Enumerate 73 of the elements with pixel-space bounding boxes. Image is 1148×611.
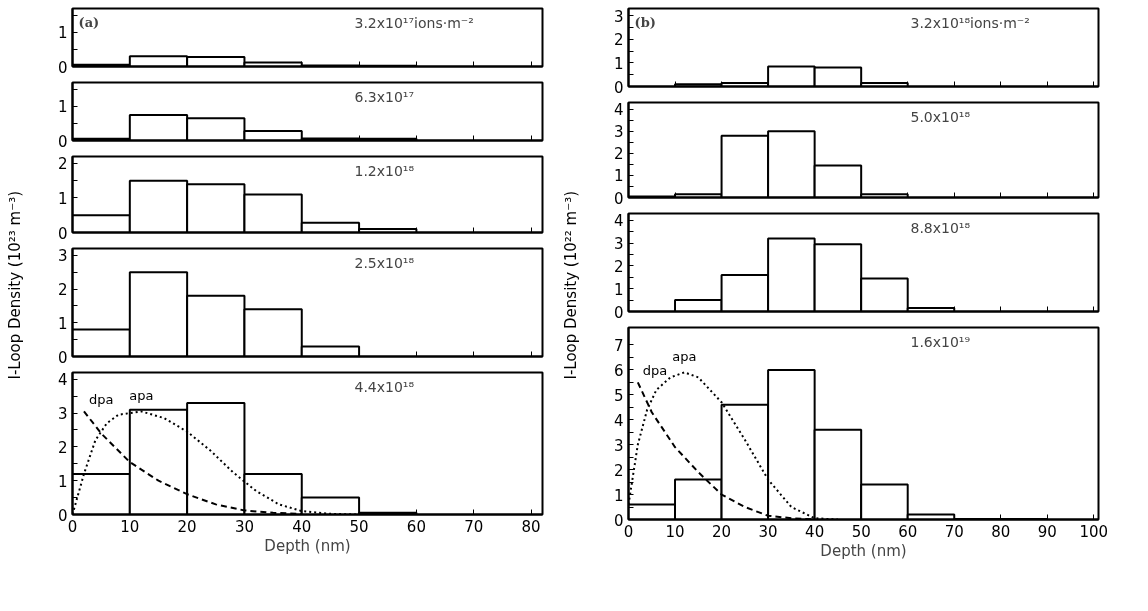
y-tick-label: 0 <box>613 189 624 208</box>
series-label: dpa <box>642 363 668 379</box>
y-tick-label: 3 <box>613 123 624 142</box>
x-tick-label: 30 <box>758 522 778 541</box>
y-axis-title: I-Loop Density (10²³ m⁻³) <box>5 190 26 380</box>
y-tick-label: 0 <box>613 78 624 97</box>
annotation: 3.2x10¹⁸ions·m⁻² <box>910 14 1030 31</box>
y-tick-label: 6 <box>613 361 624 380</box>
x-tick-label: 50 <box>349 517 369 536</box>
y-tick-label: 4 <box>57 371 68 390</box>
annotation: 6.3x10¹⁷ <box>354 88 415 105</box>
x-tick-label: 40 <box>292 517 312 536</box>
y-tick-label: 3 <box>613 7 624 26</box>
y-tick-label: 2 <box>57 438 68 457</box>
y-axis-title: I-Loop Density (10²² m⁻³) <box>561 190 582 380</box>
annotation: 4.4x10¹⁸ <box>354 378 415 395</box>
x-tick-label: 10 <box>665 522 685 541</box>
y-tick-label: 1 <box>57 472 68 491</box>
annotation: (b) <box>634 14 656 30</box>
y-tick-label: 1 <box>57 98 68 117</box>
y-tick-label: 1 <box>57 24 68 43</box>
x-tick-label: 60 <box>406 517 426 536</box>
y-tick-label: 3 <box>57 247 68 266</box>
y-tick-label: 3 <box>57 405 68 424</box>
x-tick-label: 60 <box>898 522 918 541</box>
x-tick-label: 50 <box>851 522 871 541</box>
y-tick-label: 3 <box>613 436 624 455</box>
y-tick-label: 1 <box>613 486 624 505</box>
series-label: apa <box>129 388 154 404</box>
series-label: dpa <box>88 392 114 408</box>
annotation: 2.5x10¹⁸ <box>354 254 415 271</box>
y-tick-label: 1 <box>613 280 624 299</box>
y-tick-label: 1 <box>57 189 68 208</box>
y-tick-label: 2 <box>613 145 624 164</box>
y-tick-label: 0 <box>57 58 68 77</box>
y-tick-label: 4 <box>613 411 624 430</box>
series-label: apa <box>672 349 697 365</box>
x-tick-label: 40 <box>805 522 825 541</box>
y-tick-label: 1 <box>613 167 624 186</box>
x-tick-label: 70 <box>464 517 484 536</box>
y-tick-label: 0 <box>57 224 68 243</box>
annotation: 1.2x10¹⁸ <box>354 162 415 179</box>
y-tick-label: 2 <box>613 257 624 276</box>
x-tick-label: 70 <box>944 522 964 541</box>
y-tick-label: 0 <box>57 132 68 151</box>
y-tick-label: 4 <box>613 101 624 120</box>
y-tick-label: 2 <box>613 31 624 50</box>
x-tick-label: 10 <box>120 517 140 536</box>
y-tick-label: 1 <box>613 54 624 73</box>
annotation: 8.8x10¹⁸ <box>910 219 971 236</box>
y-tick-label: 2 <box>57 281 68 299</box>
y-tick-label: 4 <box>613 212 624 231</box>
y-tick-label: 2 <box>57 155 68 174</box>
y-tick-label: 0 <box>613 303 624 322</box>
x-tick-label: 80 <box>521 517 541 536</box>
x-axis-title: Depth (nm) <box>820 541 907 560</box>
y-tick-label: 3 <box>613 235 624 254</box>
x-tick-label: 30 <box>234 517 254 536</box>
annotation: 5.0x10¹⁸ <box>910 108 971 125</box>
annotation: (a) <box>78 14 100 30</box>
x-tick-label: 80 <box>991 522 1011 541</box>
x-tick-label: 20 <box>712 522 732 541</box>
y-tick-label: 7 <box>613 336 624 355</box>
y-tick-label: 2 <box>613 461 624 480</box>
y-tick-label: 1 <box>57 314 68 333</box>
annotation: 3.2x10¹⁷ions·m⁻² <box>354 14 474 31</box>
x-tick-label: 20 <box>177 517 197 536</box>
annotation: 1.6x10¹⁹ <box>910 333 971 350</box>
x-axis-title: Depth (nm) <box>264 536 351 555</box>
y-tick-label: 5 <box>613 386 624 405</box>
x-tick-label: 100 <box>1079 522 1109 541</box>
y-tick-label: 0 <box>57 348 68 367</box>
x-tick-label: 90 <box>1037 522 1057 541</box>
